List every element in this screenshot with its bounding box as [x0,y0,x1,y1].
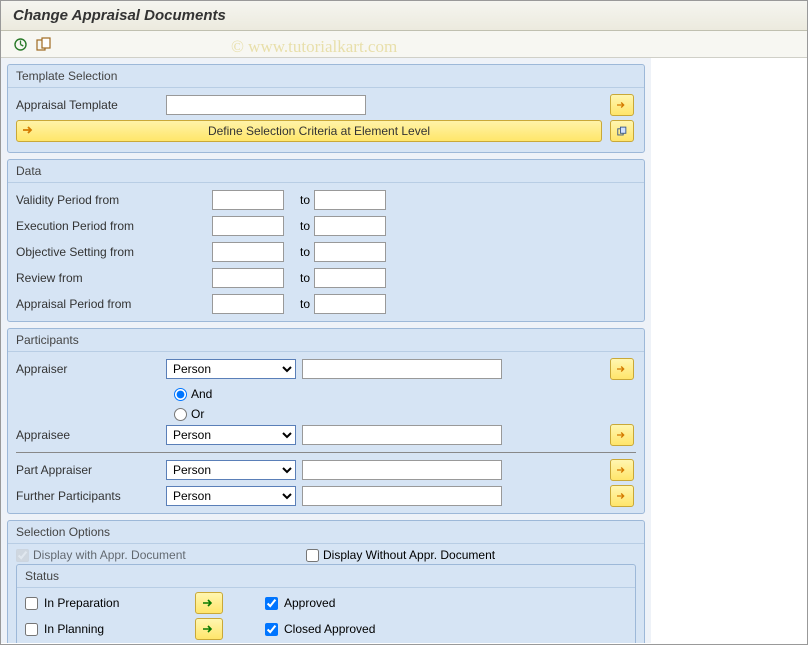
appraisal-to-label: to [284,297,314,311]
display-with-checkbox [16,549,29,562]
execution-to-label: to [284,219,314,233]
appraisal-template-input[interactable] [166,95,366,115]
part-appraiser-label: Part Appraiser [16,463,166,477]
approved-checkbox[interactable] [265,597,278,610]
group-title-participants: Participants [8,329,644,352]
group-template-selection: Template Selection Appraisal Template De… [7,64,645,153]
objective-from-label: Objective Setting from [16,245,166,259]
group-title-status: Status [17,565,635,588]
appraiser-type-select[interactable]: Person [166,359,296,379]
group-title-selection-options: Selection Options [8,521,644,544]
appraiser-input[interactable] [302,359,502,379]
appraisee-type-select[interactable]: Person [166,425,296,445]
group-selection-options: Selection Options Display with Appr. Doc… [7,520,645,643]
window-title-bar: Change Appraisal Documents [1,1,807,31]
in-preparation-checkbox[interactable] [25,597,38,610]
further-participants-input[interactable] [302,486,502,506]
part-appraiser-multiselect-button[interactable] [610,459,634,481]
and-radio[interactable] [174,388,187,401]
objective-to-input[interactable] [314,242,386,262]
closed-approved-label: Closed Approved [284,622,375,636]
further-participants-label: Further Participants [16,489,166,503]
further-participants-multiselect-button[interactable] [610,485,634,507]
multiple-selection-button[interactable] [610,94,634,116]
appraisee-multiselect-button[interactable] [610,424,634,446]
display-without-checkbox[interactable] [306,549,319,562]
appraiser-multiselect-button[interactable] [610,358,634,380]
criteria-text: Define Selection Criteria at Element Lev… [43,124,595,138]
appraisal-from-input[interactable] [212,294,284,314]
variants-icon[interactable] [35,35,53,53]
review-from-label: Review from [16,271,166,285]
display-without-label: Display Without Appr. Document [323,548,495,562]
in-preparation-label: In Preparation [44,596,119,610]
validity-to-input[interactable] [314,190,386,210]
execution-from-label: Execution Period from [16,219,166,233]
part-appraiser-type-select[interactable]: Person [166,460,296,480]
group-status: Status In Preparation In Planning [16,564,636,643]
review-from-input[interactable] [212,268,284,288]
arrow-right-icon [23,124,35,138]
execution-from-input[interactable] [212,216,284,236]
approved-label: Approved [284,596,335,610]
execute-icon[interactable] [11,35,29,53]
group-data: Data Validity Period from to Execution P… [7,159,645,322]
appraisee-label: Appraisee [16,428,166,442]
validity-to-label: to [284,193,314,207]
content-area: Template Selection Appraisal Template De… [1,58,651,643]
validity-from-label: Validity Period from [16,193,166,207]
review-to-input[interactable] [314,268,386,288]
window-title: Change Appraisal Documents [13,7,226,24]
objective-from-input[interactable] [212,242,284,262]
execution-to-input[interactable] [314,216,386,236]
group-title-template: Template Selection [8,65,644,88]
participants-divider [16,452,636,453]
further-participants-type-select[interactable]: Person [166,486,296,506]
appraisee-input[interactable] [302,425,502,445]
appraisal-to-input[interactable] [314,294,386,314]
appraiser-label: Appraiser [16,362,166,376]
objective-to-label: to [284,245,314,259]
in-planning-label: In Planning [44,622,104,636]
display-with-label: Display with Appr. Document [33,548,186,562]
validity-from-input[interactable] [212,190,284,210]
group-participants: Participants Appraiser Person And Or [7,328,645,514]
and-label: And [191,387,212,401]
part-appraiser-input[interactable] [302,460,502,480]
group-title-data: Data [8,160,644,183]
appraisal-template-label: Appraisal Template [16,98,166,112]
closed-approved-checkbox[interactable] [265,623,278,636]
copy-selection-button[interactable] [610,120,634,142]
in-planning-multiselect-button[interactable] [195,618,223,640]
define-selection-criteria-button[interactable]: Define Selection Criteria at Element Lev… [16,120,602,142]
in-preparation-multiselect-button[interactable] [195,592,223,614]
or-label: Or [191,407,204,421]
toolbar [1,31,807,58]
appraisal-from-label: Appraisal Period from [16,297,166,311]
review-to-label: to [284,271,314,285]
in-planning-checkbox[interactable] [25,623,38,636]
or-radio[interactable] [174,408,187,421]
